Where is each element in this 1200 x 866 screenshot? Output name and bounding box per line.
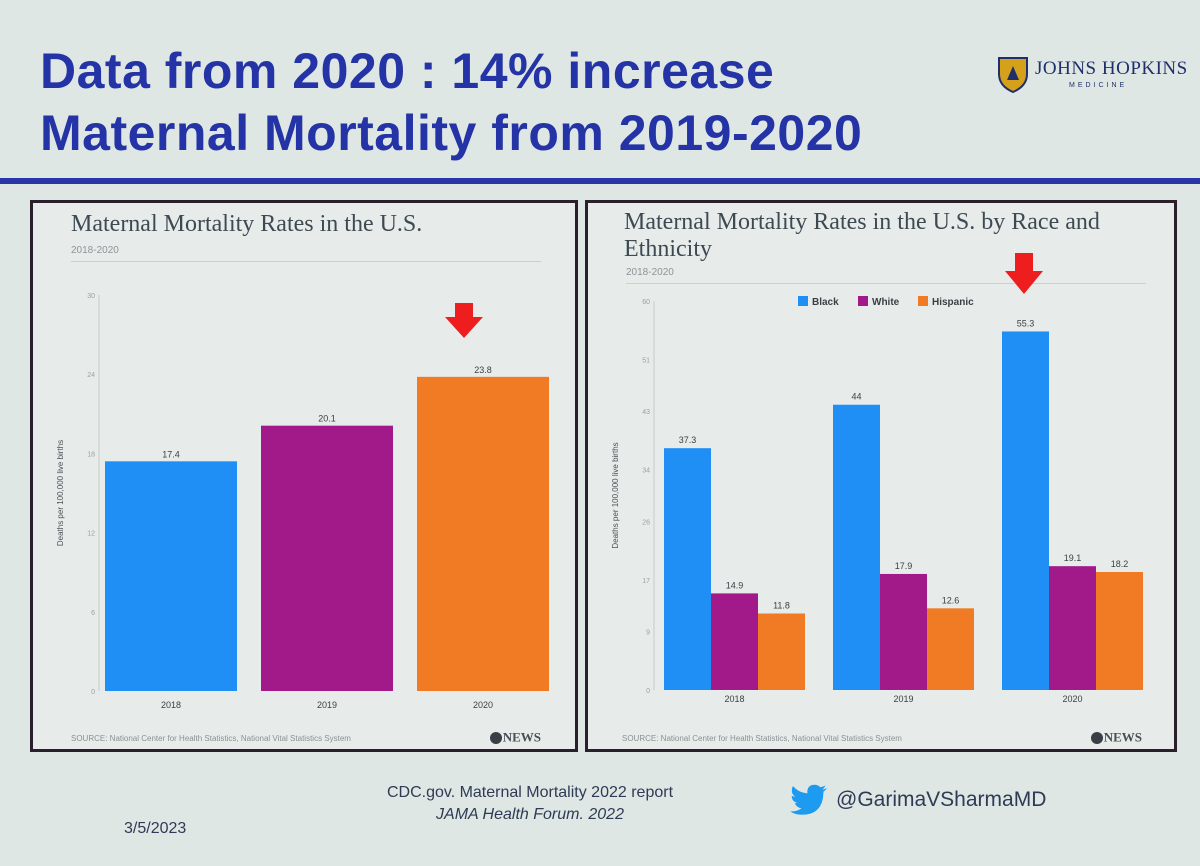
bar-hispanic-2018 <box>758 613 805 690</box>
data-label-black-2019: 44 <box>851 392 861 402</box>
y-axis-label: Deaths per 100,000 live births <box>56 440 65 546</box>
twitter-bird-icon <box>790 784 827 815</box>
data-label-black-2018: 37.3 <box>679 435 697 445</box>
reference-line-2: JAMA Health Forum. 2022 <box>436 806 624 823</box>
right-grouped-bar-chart: 0 9 17 26 34 43 51 60 Deaths per 100,000 live bi… <box>611 296 1143 704</box>
left-bar-chart: 0 6 12 18 24 30 Deaths per 100,000 live births… <box>56 293 549 710</box>
right-highlight-arrow-icon <box>1005 253 1043 294</box>
title-divider <box>0 178 1200 184</box>
data-label-hispanic-2019: 12.6 <box>942 595 960 605</box>
reference-block: CDC.gov. Maternal Mortality 2022 report … <box>350 782 710 826</box>
data-label-2018: 17.4 <box>162 449 180 459</box>
y-tick-label-0: 0 <box>91 689 95 696</box>
data-label-hispanic-2020: 18.2 <box>1111 559 1129 569</box>
twitter-handle: @GarimaVSharmaMD <box>836 788 1047 811</box>
shield-icon <box>998 57 1028 94</box>
y-tick-label-7: 60 <box>642 299 650 306</box>
legend-label-white: White <box>872 297 900 308</box>
abc-logo-icon <box>1090 732 1103 744</box>
slide-title-line-2: Maternal Mortality from 2019-2020 <box>40 105 863 161</box>
bar-hispanic-2019 <box>927 608 974 690</box>
y-tick-label-3: 18 <box>87 451 95 458</box>
slide-date: 3/5/2023 <box>124 820 187 837</box>
x-tick-label-2020: 2020 <box>1062 694 1082 704</box>
left-chart-title-rule <box>71 261 541 262</box>
bar-white-2019 <box>880 573 927 690</box>
right-chart-title: Maternal Mortality Rates in the U.S. by … <box>624 209 1100 262</box>
y-tick-label-3: 26 <box>642 519 650 526</box>
data-label-2019: 20.1 <box>318 414 336 424</box>
bar-black-2018 <box>664 448 711 690</box>
x-tick-label-2019: 2019 <box>317 700 337 710</box>
bar-2018 <box>105 461 237 691</box>
x-tick-label-2018: 2018 <box>161 700 181 710</box>
data-label-black-2020: 55.3 <box>1017 318 1035 328</box>
y-tick-label-2: 12 <box>87 531 95 538</box>
x-tick-label-2018: 2018 <box>724 694 744 704</box>
johns-hopkins-logo: JOHNS HOPKINS MEDICINE <box>995 52 1187 97</box>
left-chart-panel: Maternal Mortality Rates in the U.S. 201… <box>30 200 578 752</box>
legend-swatch-white <box>858 296 868 306</box>
left-chart-source: SOURCE: National Center for Health Stati… <box>71 734 351 743</box>
bar-black-2019 <box>833 404 880 690</box>
legend-swatch-black <box>798 296 808 306</box>
left-chart-subtitle: 2018-2020 <box>71 245 119 256</box>
data-label-white-2019: 17.9 <box>895 561 913 571</box>
right-chart-subtitle: 2018-2020 <box>626 267 674 278</box>
y-tick-label-5: 43 <box>642 409 650 416</box>
left-brand-word: NEWS <box>502 730 541 745</box>
legend-label-black: Black <box>812 297 839 308</box>
right-chart-source: SOURCE: National Center for Health Stati… <box>622 734 902 743</box>
bar-white-2020 <box>1049 566 1096 690</box>
y-tick-label-1: 9 <box>646 630 650 637</box>
legend-label-hispanic: Hispanic <box>932 297 974 308</box>
x-tick-label-2020: 2020 <box>473 700 493 710</box>
data-label-white-2018: 14.9 <box>726 580 744 590</box>
abc-logo-icon <box>489 732 502 744</box>
left-chart-brand: NEWS <box>489 729 541 746</box>
y-tick-label-2: 17 <box>642 578 650 585</box>
y-tick-label-4: 34 <box>642 468 650 475</box>
x-tick-label-2019: 2019 <box>893 694 913 704</box>
logo-subtext: MEDICINE <box>1069 82 1128 89</box>
bar-2020 <box>417 376 549 691</box>
twitter-credit: @GarimaVSharmaMD <box>790 784 1046 816</box>
y-tick-label-5: 30 <box>87 293 95 300</box>
bar-2019 <box>261 425 393 691</box>
legend-swatch-hispanic <box>918 296 928 306</box>
right-chart-panel: Maternal Mortality Rates in the U.S. by … <box>585 200 1177 752</box>
y-tick-label-4: 24 <box>87 372 95 379</box>
left-chart-title: Maternal Mortality Rates in the U.S. <box>71 211 423 237</box>
data-label-white-2020: 19.1 <box>1064 553 1082 563</box>
y-tick-label-6: 51 <box>642 357 650 364</box>
right-chart-title-rule <box>626 283 1146 284</box>
y-tick-label-0: 0 <box>646 688 650 695</box>
bar-black-2020 <box>1002 331 1049 690</box>
right-brand-word: NEWS <box>1103 730 1142 745</box>
bar-white-2018 <box>711 593 758 690</box>
slide-title-line-1: Data from 2020 : 14% increase <box>40 43 775 99</box>
left-highlight-arrow-icon <box>445 303 483 338</box>
logo-text: JOHNS HOPKINS <box>1035 58 1188 79</box>
right-chart-brand: NEWS <box>1090 729 1142 746</box>
y-tick-label-1: 6 <box>91 610 95 617</box>
y-axis-label: Deaths per 100,000 live births <box>611 442 620 548</box>
data-label-hispanic-2018: 11.8 <box>773 600 790 610</box>
reference-line-1: CDC.gov. Maternal Mortality 2022 report <box>386 784 674 801</box>
data-label-2020: 23.8 <box>474 365 492 375</box>
bar-hispanic-2020 <box>1096 572 1143 690</box>
slide-title: Data from 2020 : 14% increase Maternal M… <box>40 40 862 164</box>
